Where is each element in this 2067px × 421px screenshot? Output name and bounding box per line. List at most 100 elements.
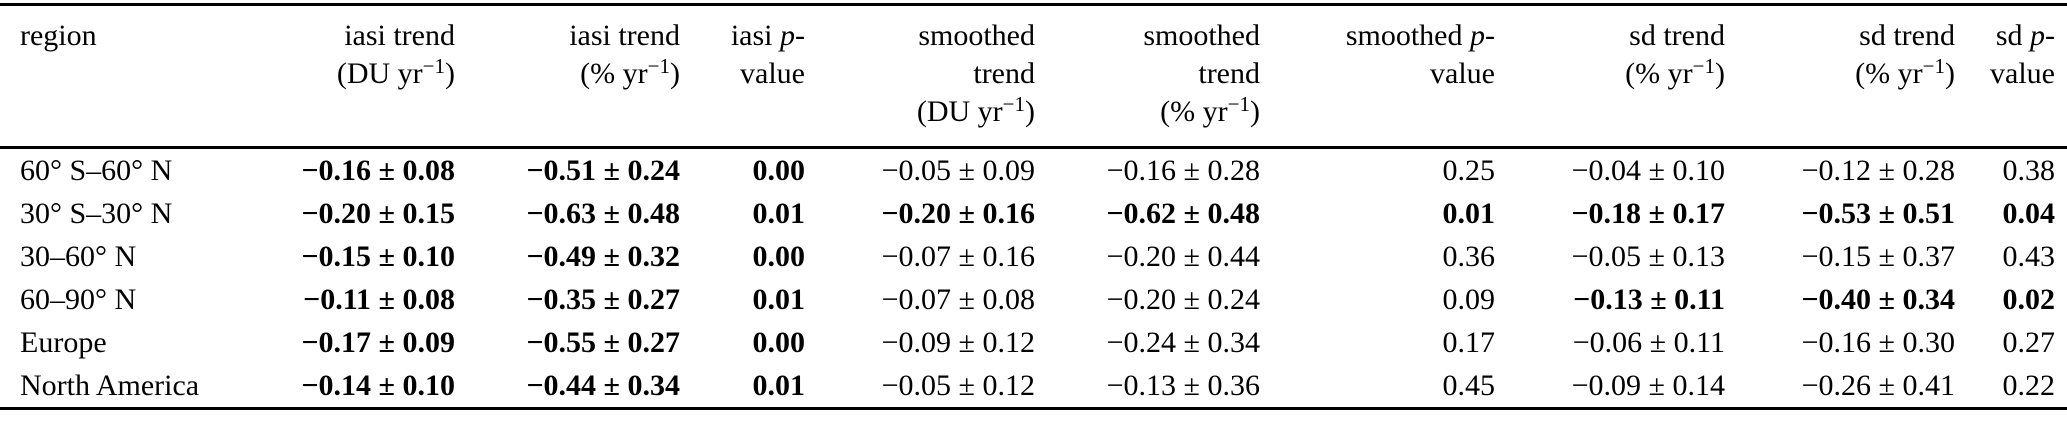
value-cell-sd-p-value: 0.27 xyxy=(2002,326,2056,359)
header-text: smoothed xyxy=(918,19,1035,52)
value-cell-sd-trend-pct-1: −0.13 ± 0.11 xyxy=(1573,283,1725,316)
value-cell-iasi-trend-du: −0.16 ± 0.08 xyxy=(301,154,455,187)
value-cell-iasi-trend-du: −0.15 ± 0.10 xyxy=(301,240,455,273)
header-line: smoothed xyxy=(1035,17,1260,55)
table-row: 60° S–60° N −0.16 ± 0.08 −0.51 ± 0.24 0.00 −… xyxy=(0,148,2067,193)
value-cell-smoothed-trend-pct: −0.20 ± 0.44 xyxy=(1106,240,1260,273)
regional-ozone-trends-table: region iasi trend (DU yr−1) iasi trend (% yr… xyxy=(0,3,2067,410)
value-cell-sd-trend-pct-2: −0.15 ± 0.37 xyxy=(1801,240,1955,273)
value-cell-sd-trend-pct-1: −0.04 ± 0.10 xyxy=(1571,154,1725,187)
header-text: p xyxy=(780,19,795,52)
column-header-iasi-p-value: iasi p-value xyxy=(680,4,805,149)
value-cell-smoothed-trend-du: −0.07 ± 0.08 xyxy=(881,283,1035,316)
header-line: value xyxy=(1955,55,2055,93)
header-line: value xyxy=(680,55,805,93)
region-cell: 60–90° N xyxy=(20,283,137,316)
header-line: sd trend xyxy=(1725,17,1955,55)
value-cell-sd-p-value: 0.04 xyxy=(2002,197,2056,230)
value-cell-iasi-trend-pct: −0.63 ± 0.48 xyxy=(526,197,680,230)
header-text: value xyxy=(1430,57,1495,90)
value-cell-iasi-trend-du: −0.20 ± 0.15 xyxy=(301,197,455,230)
column-header-smoothed-p-value: smoothed p-value xyxy=(1260,4,1495,149)
header-line: (% yr−1) xyxy=(1725,55,1955,93)
header-text: iasi xyxy=(730,19,780,52)
table-row: 30° S–30° N −0.20 ± 0.15 −0.63 ± 0.48 0.01 −… xyxy=(0,192,2067,235)
region-cell: North America xyxy=(20,369,200,402)
header-line: smoothed p- xyxy=(1260,17,1495,55)
value-cell-sd-p-value: 0.43 xyxy=(2002,240,2056,273)
value-cell-smoothed-p-value: 0.09 xyxy=(1442,283,1496,316)
table-row: 30–60° N −0.15 ± 0.10 −0.49 ± 0.32 0.00 −0.0… xyxy=(0,235,2067,278)
header-line: (% yr−1) xyxy=(1495,55,1725,93)
unit-superscript: −1 xyxy=(1227,92,1250,116)
table-row: Europe −0.17 ± 0.09 −0.55 ± 0.27 0.00 −0.09 … xyxy=(0,321,2067,364)
value-cell-iasi-p-value: 0.00 xyxy=(752,326,806,359)
unit-superscript: −1 xyxy=(422,54,445,78)
column-header-sd-p-value: sd p-value xyxy=(1955,4,2067,149)
header-text: ) xyxy=(445,57,455,90)
value-cell-sd-trend-pct-1: −0.05 ± 0.13 xyxy=(1571,240,1725,273)
value-cell-smoothed-trend-du: −0.05 ± 0.09 xyxy=(881,154,1035,187)
value-cell-sd-p-value: 0.38 xyxy=(2002,154,2056,187)
value-cell-smoothed-p-value: 0.45 xyxy=(1442,369,1496,402)
value-cell-iasi-trend-pct: −0.49 ± 0.32 xyxy=(526,240,680,273)
value-cell-iasi-trend-pct: −0.44 ± 0.34 xyxy=(526,369,680,402)
header-text: value xyxy=(1990,57,2055,90)
header-line: iasi p- xyxy=(680,17,805,55)
header-text: smoothed xyxy=(1143,19,1260,52)
header-text: trend xyxy=(973,57,1035,90)
header-text: trend xyxy=(1198,57,1260,90)
header-text: - xyxy=(2045,19,2055,52)
header-text: value xyxy=(740,57,805,90)
value-cell-sd-trend-pct-2: −0.53 ± 0.51 xyxy=(1801,197,1955,230)
value-cell-smoothed-trend-du: −0.09 ± 0.12 xyxy=(881,326,1035,359)
region-cell: 60° S–60° N xyxy=(20,154,173,187)
unit-superscript: −1 xyxy=(1922,54,1945,78)
header-line: (DU yr−1) xyxy=(805,93,1035,131)
value-cell-smoothed-trend-du: −0.20 ± 0.16 xyxy=(881,197,1035,230)
value-cell-smoothed-trend-du: −0.05 ± 0.12 xyxy=(881,369,1035,402)
header-text: p xyxy=(2030,19,2045,52)
column-header-sd-trend-pct-1: sd trend (% yr−1) xyxy=(1495,4,1725,149)
header-line: trend xyxy=(805,55,1035,93)
header-line: region xyxy=(20,17,250,55)
value-cell-iasi-trend-pct: −0.51 ± 0.24 xyxy=(526,154,680,187)
header-line: (% yr−1) xyxy=(455,55,680,93)
value-cell-sd-p-value: 0.22 xyxy=(2002,369,2056,402)
column-header-region: region xyxy=(0,4,250,149)
header-text: (DU yr xyxy=(336,57,423,90)
header-line: iasi trend xyxy=(250,17,455,55)
value-cell-smoothed-trend-pct: −0.16 ± 0.28 xyxy=(1106,154,1260,187)
unit-superscript: −1 xyxy=(1002,92,1025,116)
header-text: region xyxy=(20,19,97,52)
unit-superscript: −1 xyxy=(647,54,670,78)
value-cell-iasi-p-value: 0.01 xyxy=(752,283,806,316)
header-text: iasi trend xyxy=(344,19,455,52)
header-row: region iasi trend (DU yr−1) iasi trend (% yr… xyxy=(0,4,2067,149)
header-line: trend xyxy=(1035,55,1260,93)
region-cell: 30–60° N xyxy=(20,240,137,273)
header-text: (% yr xyxy=(1625,57,1693,90)
header-text: (% yr xyxy=(1855,57,1923,90)
header-text: ) xyxy=(1025,95,1035,128)
value-cell-sd-trend-pct-2: −0.40 ± 0.34 xyxy=(1801,283,1955,316)
table-row: North America −0.14 ± 0.10 −0.44 ± 0.34 0.0… xyxy=(0,364,2067,409)
header-text: - xyxy=(1485,19,1495,52)
value-cell-iasi-trend-du: −0.11 ± 0.08 xyxy=(303,283,455,316)
value-cell-smoothed-trend-pct: −0.62 ± 0.48 xyxy=(1106,197,1260,230)
header-text: sd trend xyxy=(1629,19,1725,52)
value-cell-smoothed-trend-pct: −0.13 ± 0.36 xyxy=(1106,369,1260,402)
column-header-iasi-trend-pct: iasi trend (% yr−1) xyxy=(455,4,680,149)
region-cell: 30° S–30° N xyxy=(20,197,173,230)
value-cell-smoothed-p-value: 0.36 xyxy=(1442,240,1496,273)
value-cell-smoothed-trend-du: −0.07 ± 0.16 xyxy=(881,240,1035,273)
header-line: smoothed xyxy=(805,17,1035,55)
value-cell-smoothed-trend-pct: −0.24 ± 0.34 xyxy=(1106,326,1260,359)
header-line: (DU yr−1) xyxy=(250,55,455,93)
value-cell-sd-trend-pct-1: −0.09 ± 0.14 xyxy=(1571,369,1725,402)
header-text: sd trend xyxy=(1859,19,1955,52)
table-row: 60–90° N −0.11 ± 0.08 −0.35 ± 0.27 0.01 −0.0… xyxy=(0,278,2067,321)
column-header-smoothed-trend-pct: smoothed trend (% yr−1) xyxy=(1035,4,1260,149)
header-text: ) xyxy=(1945,57,1955,90)
value-cell-sd-p-value: 0.02 xyxy=(2002,283,2056,316)
